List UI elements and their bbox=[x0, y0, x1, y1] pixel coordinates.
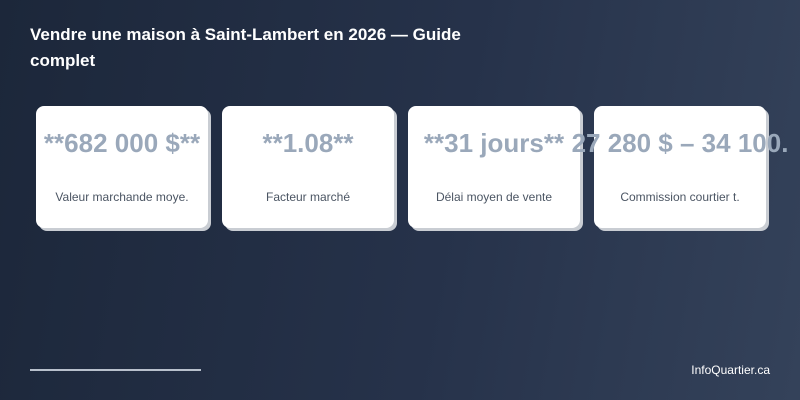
stat-label: Commission courtier t. bbox=[620, 190, 740, 204]
stat-value: **682 000 $** bbox=[43, 128, 201, 158]
stat-card: 27 280 $ – 34 100. Commission courtier t. bbox=[572, 106, 788, 228]
brand: InfoQuartier.ca bbox=[691, 363, 770, 377]
stat-label: Valeur marchande moye. bbox=[55, 190, 189, 204]
stat-card: **682 000 $** Valeur marchande moye. bbox=[36, 106, 208, 228]
stat-label: Délai moyen de vente bbox=[435, 190, 553, 204]
stat-value: **31 jours** bbox=[423, 128, 565, 158]
stat-card: **1.08** Facteur marché bbox=[222, 106, 394, 228]
stat-card: **31 jours** Délai moyen de vente bbox=[408, 106, 580, 228]
page-title: Vendre une maison à Saint-Lambert en 202… bbox=[30, 25, 461, 70]
stat-value: 27 280 $ – 34 100. bbox=[571, 128, 789, 158]
footer-rule bbox=[30, 369, 201, 371]
stat-label: Facteur marché bbox=[265, 190, 351, 204]
stat-value: **1.08** bbox=[262, 128, 354, 158]
